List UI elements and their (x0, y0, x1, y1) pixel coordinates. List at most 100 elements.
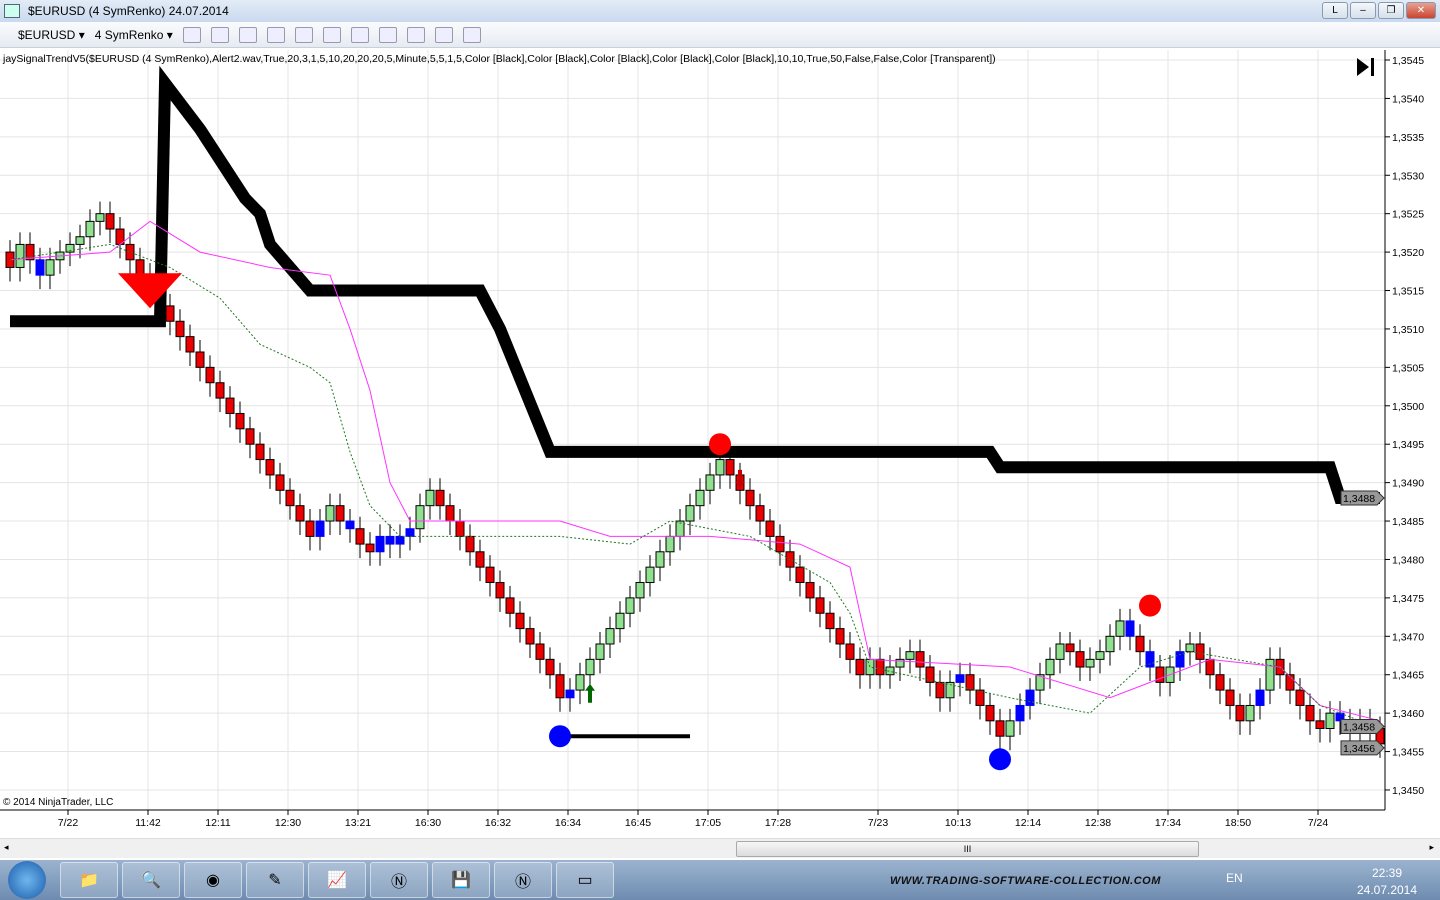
candle-body (175, 320, 185, 338)
clock[interactable]: 22:39 24.07.2014 (1352, 865, 1422, 899)
signal-dot (1139, 594, 1161, 617)
maximize-button[interactable]: ❐ (1378, 2, 1404, 19)
dollar-icon[interactable] (434, 26, 453, 43)
candle-body (1325, 712, 1335, 730)
candle-body (1075, 651, 1085, 668)
x-tick-label: 12:30 (275, 817, 301, 829)
y-tick-label: 1,3510 (1392, 324, 1424, 336)
candle-body (965, 674, 975, 691)
magnifier-icon[interactable] (322, 26, 341, 43)
sell-triangle-icon (118, 273, 182, 309)
clock-time: 22:39 (1371, 866, 1403, 880)
zoom-out-icon[interactable] (266, 26, 285, 43)
chart-app-icon[interactable]: 📈 (308, 862, 366, 898)
candle-body (605, 628, 615, 645)
candle-body (1015, 704, 1025, 722)
start-button[interactable] (8, 861, 46, 899)
candle-body (555, 674, 565, 699)
candle-body (655, 551, 665, 568)
x-tick-label: 12:38 (1085, 817, 1111, 829)
strategies-icon[interactable] (350, 26, 369, 43)
x-tick-label: 17:28 (765, 817, 791, 829)
x-tick-label: 7/23 (868, 817, 889, 829)
pencil-icon[interactable] (210, 26, 229, 43)
signal-dot (709, 433, 731, 456)
candle-body (755, 505, 765, 522)
bar-type-icon[interactable] (182, 26, 201, 43)
candle-body (565, 689, 575, 699)
scroll-left-icon[interactable]: ◂ (4, 842, 9, 852)
candle-body (85, 220, 95, 238)
x-tick-label: 16:32 (485, 817, 511, 829)
y-tick-label: 1,3465 (1392, 670, 1424, 682)
candle-body (695, 489, 705, 507)
candle-body (515, 612, 525, 630)
indicators-icon[interactable] (378, 26, 397, 43)
ninjatrader-icon[interactable]: Ⓝ (370, 862, 428, 898)
candle-body (465, 535, 475, 553)
horizontal-scrollbar[interactable]: ◂ III ▸ (0, 838, 1440, 858)
price-badge (1340, 740, 1385, 756)
watermark-site: WWW.TRADING-SOFTWARE-COLLECTION.COM (890, 875, 1161, 887)
candle-body (75, 236, 85, 245)
candle-body (645, 566, 655, 584)
candle-body (195, 351, 205, 368)
scroll-thumb[interactable]: III (736, 841, 1199, 857)
y-tick-label: 1,3515 (1392, 286, 1424, 298)
close-button[interactable]: ✕ (1406, 2, 1436, 19)
chart-properties-icon[interactable] (406, 26, 425, 43)
zoom-in-icon[interactable] (238, 26, 257, 43)
scroll-right-icon[interactable]: ▸ (1429, 842, 1434, 852)
candle-body (495, 582, 505, 599)
candle-body (975, 689, 985, 706)
price-chart[interactable]: 1,3450 1,3455 1,3460 1,3465 1,3470 1,3475 1,34… (0, 48, 1440, 838)
price-badge-label: 1,3458 (1343, 722, 1375, 734)
search-icon[interactable]: 🔍 (122, 862, 180, 898)
price-badge-label: 1,3488 (1343, 493, 1375, 505)
candle-body (665, 535, 675, 553)
candle-body (1185, 643, 1195, 653)
candle-body (615, 612, 625, 630)
candle-body (1035, 674, 1045, 691)
candle-body (1055, 643, 1065, 660)
link-button[interactable]: L (1322, 2, 1348, 19)
candle-body (245, 428, 255, 445)
candle-body (725, 459, 735, 476)
candle-body (365, 543, 375, 553)
instrument-select[interactable]: $EURUSD ▾ (18, 27, 85, 42)
taskbar: 📁 🔍 ◉ ✎ 📈 Ⓝ 💾 Ⓝ ▭ (0, 860, 1440, 900)
window-icon[interactable]: ▭ (556, 862, 614, 898)
candle-body (925, 666, 935, 683)
notepad-icon[interactable]: ✎ (246, 862, 304, 898)
x-tick-label: 16:30 (415, 817, 441, 829)
candle-body (1145, 651, 1155, 668)
candle-body (915, 651, 925, 668)
ninjatrader-chart-icon[interactable]: Ⓝ (494, 862, 552, 898)
candle-body (1295, 689, 1305, 706)
y-tick-label: 1,3460 (1392, 708, 1424, 720)
candle-body (715, 459, 725, 476)
period-select[interactable]: 4 SymRenko ▾ (94, 27, 173, 42)
save-icon[interactable]: 💾 (432, 862, 490, 898)
y-tick-label: 1,3455 (1392, 747, 1424, 759)
chrome-icon[interactable]: ◉ (184, 862, 242, 898)
candle-body (595, 643, 605, 660)
data-box-icon[interactable] (462, 26, 481, 43)
cursor-icon[interactable] (294, 26, 313, 43)
minimize-button[interactable]: – (1350, 2, 1376, 19)
y-tick-label: 1,3530 (1392, 170, 1424, 182)
candle-body (445, 505, 455, 522)
explorer-icon[interactable]: 📁 (60, 862, 118, 898)
candle-body (1175, 651, 1185, 668)
candle-body (1315, 720, 1325, 730)
scroll-to-end-icon[interactable] (1357, 58, 1374, 76)
candle-body (15, 243, 25, 268)
candle-body (235, 412, 245, 430)
y-tick-label: 1,3525 (1392, 209, 1424, 221)
y-tick-label: 1,3470 (1392, 631, 1424, 643)
y-tick-label: 1,3540 (1392, 93, 1424, 105)
x-tick-label: 7/22 (58, 817, 79, 829)
candle-body (135, 259, 145, 276)
language-indicator[interactable]: EN (1226, 871, 1243, 885)
candle-body (635, 582, 645, 599)
